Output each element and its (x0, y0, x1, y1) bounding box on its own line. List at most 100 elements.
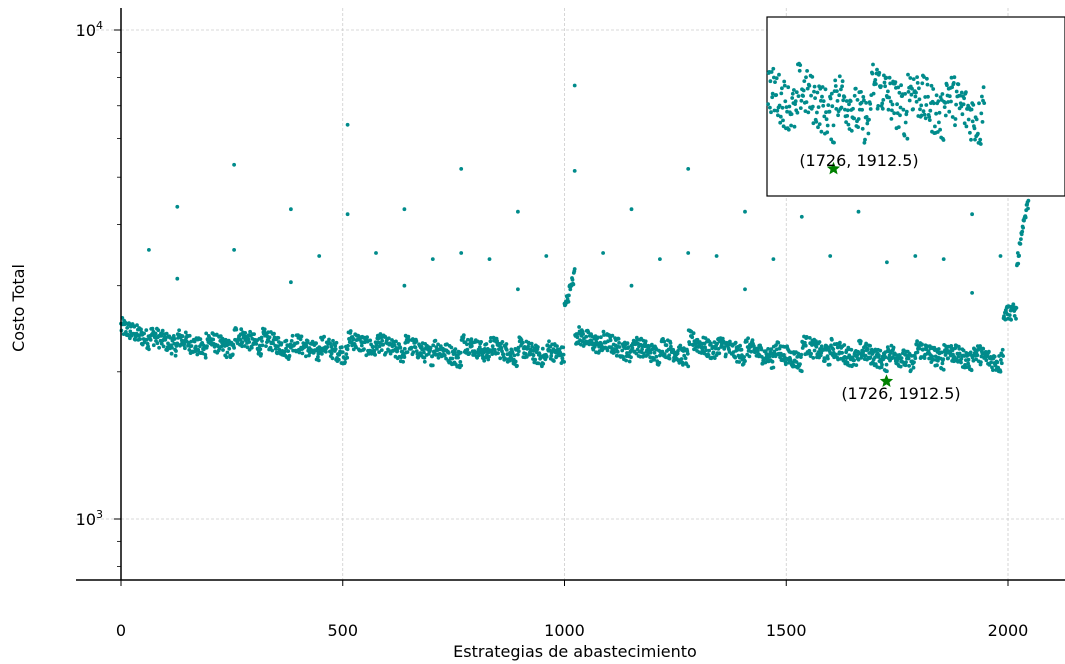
inset-highlight-label: (1726, 1912.5) (799, 151, 918, 170)
data-point (153, 331, 158, 336)
data-point (316, 355, 320, 359)
inset-data-point (964, 124, 969, 129)
data-point (406, 334, 411, 339)
data-point (155, 341, 160, 346)
data-point (1019, 237, 1023, 242)
data-point (770, 359, 775, 364)
inset-data-point (836, 113, 840, 118)
inset-data-point (958, 101, 963, 106)
data-point (828, 254, 833, 258)
data-point (325, 345, 330, 349)
inset-data-point (855, 98, 860, 102)
data-point (629, 355, 633, 360)
data-point (915, 350, 920, 355)
data-point (243, 331, 248, 335)
data-point (289, 280, 293, 285)
data-point (386, 349, 391, 353)
data-point (380, 338, 385, 343)
data-point (610, 333, 615, 338)
inset-data-point (953, 117, 958, 121)
data-point (614, 353, 619, 358)
data-point (180, 334, 185, 339)
data-point (247, 340, 252, 344)
data-point (819, 350, 824, 355)
data-point (512, 353, 517, 358)
data-point (430, 257, 435, 261)
data-point (667, 356, 672, 361)
data-point (716, 347, 721, 351)
data-point (640, 347, 644, 352)
data-point (946, 356, 950, 361)
inset-data-point (879, 84, 883, 88)
inset-data-point (839, 87, 843, 92)
inset-data-point (795, 110, 800, 115)
data-point (533, 357, 538, 362)
data-point (735, 348, 740, 352)
data-point (863, 353, 868, 358)
inset-data-point (935, 130, 940, 134)
inset-data-point (862, 98, 866, 103)
inset-data-point (908, 76, 913, 80)
inset-data-point (903, 120, 908, 125)
data-point (883, 355, 888, 360)
data-point (807, 336, 812, 340)
data-point (477, 345, 482, 349)
data-point (165, 348, 170, 352)
highlight-label: (1726, 1912.5) (841, 384, 960, 403)
data-point (290, 333, 295, 338)
data-point (864, 341, 868, 346)
data-point (591, 341, 596, 346)
inset-data-point (938, 127, 942, 132)
data-point (230, 352, 235, 357)
inset-data-point (982, 101, 987, 105)
data-point (383, 351, 388, 355)
data-point (984, 358, 989, 363)
inset-data-point (780, 86, 784, 91)
data-point (959, 357, 964, 361)
inset-data-point (837, 74, 842, 79)
data-point (981, 346, 986, 351)
x-tick-label: 500 (327, 621, 358, 640)
inset-data-point (886, 107, 891, 112)
inset-data-point (880, 106, 885, 111)
data-point (467, 351, 472, 355)
data-point (970, 212, 974, 217)
inset-data-point (774, 76, 779, 81)
data-point (584, 334, 589, 339)
inset-data-point (898, 113, 902, 118)
data-point (676, 349, 680, 353)
data-point (711, 350, 716, 355)
data-point (907, 364, 911, 368)
data-point (142, 331, 147, 336)
inset-data-point (820, 85, 825, 89)
inset-data-point (951, 81, 956, 85)
inset-data-point (914, 90, 918, 95)
data-point (175, 276, 180, 281)
data-point (747, 354, 752, 359)
data-point (1011, 302, 1016, 307)
inset-data-point (923, 95, 928, 99)
inset-data-point (980, 120, 985, 124)
inset-data-point (904, 109, 909, 114)
data-point (849, 347, 854, 352)
data-point (459, 167, 464, 171)
data-point (999, 358, 1003, 362)
data-point (957, 346, 962, 351)
inset-data-point (780, 105, 785, 110)
data-point (1023, 215, 1028, 220)
inset-data-point (865, 121, 870, 126)
data-point (975, 353, 980, 358)
data-point (524, 355, 529, 359)
data-point (772, 349, 777, 354)
data-point (377, 350, 381, 354)
data-point (703, 336, 708, 340)
data-point (387, 336, 391, 341)
data-point (398, 345, 403, 350)
data-point (617, 345, 622, 349)
data-point (827, 362, 832, 367)
data-point (749, 349, 754, 354)
data-point (327, 337, 331, 342)
data-point (260, 339, 264, 343)
inset-data-point (925, 76, 929, 81)
data-point (459, 251, 464, 255)
